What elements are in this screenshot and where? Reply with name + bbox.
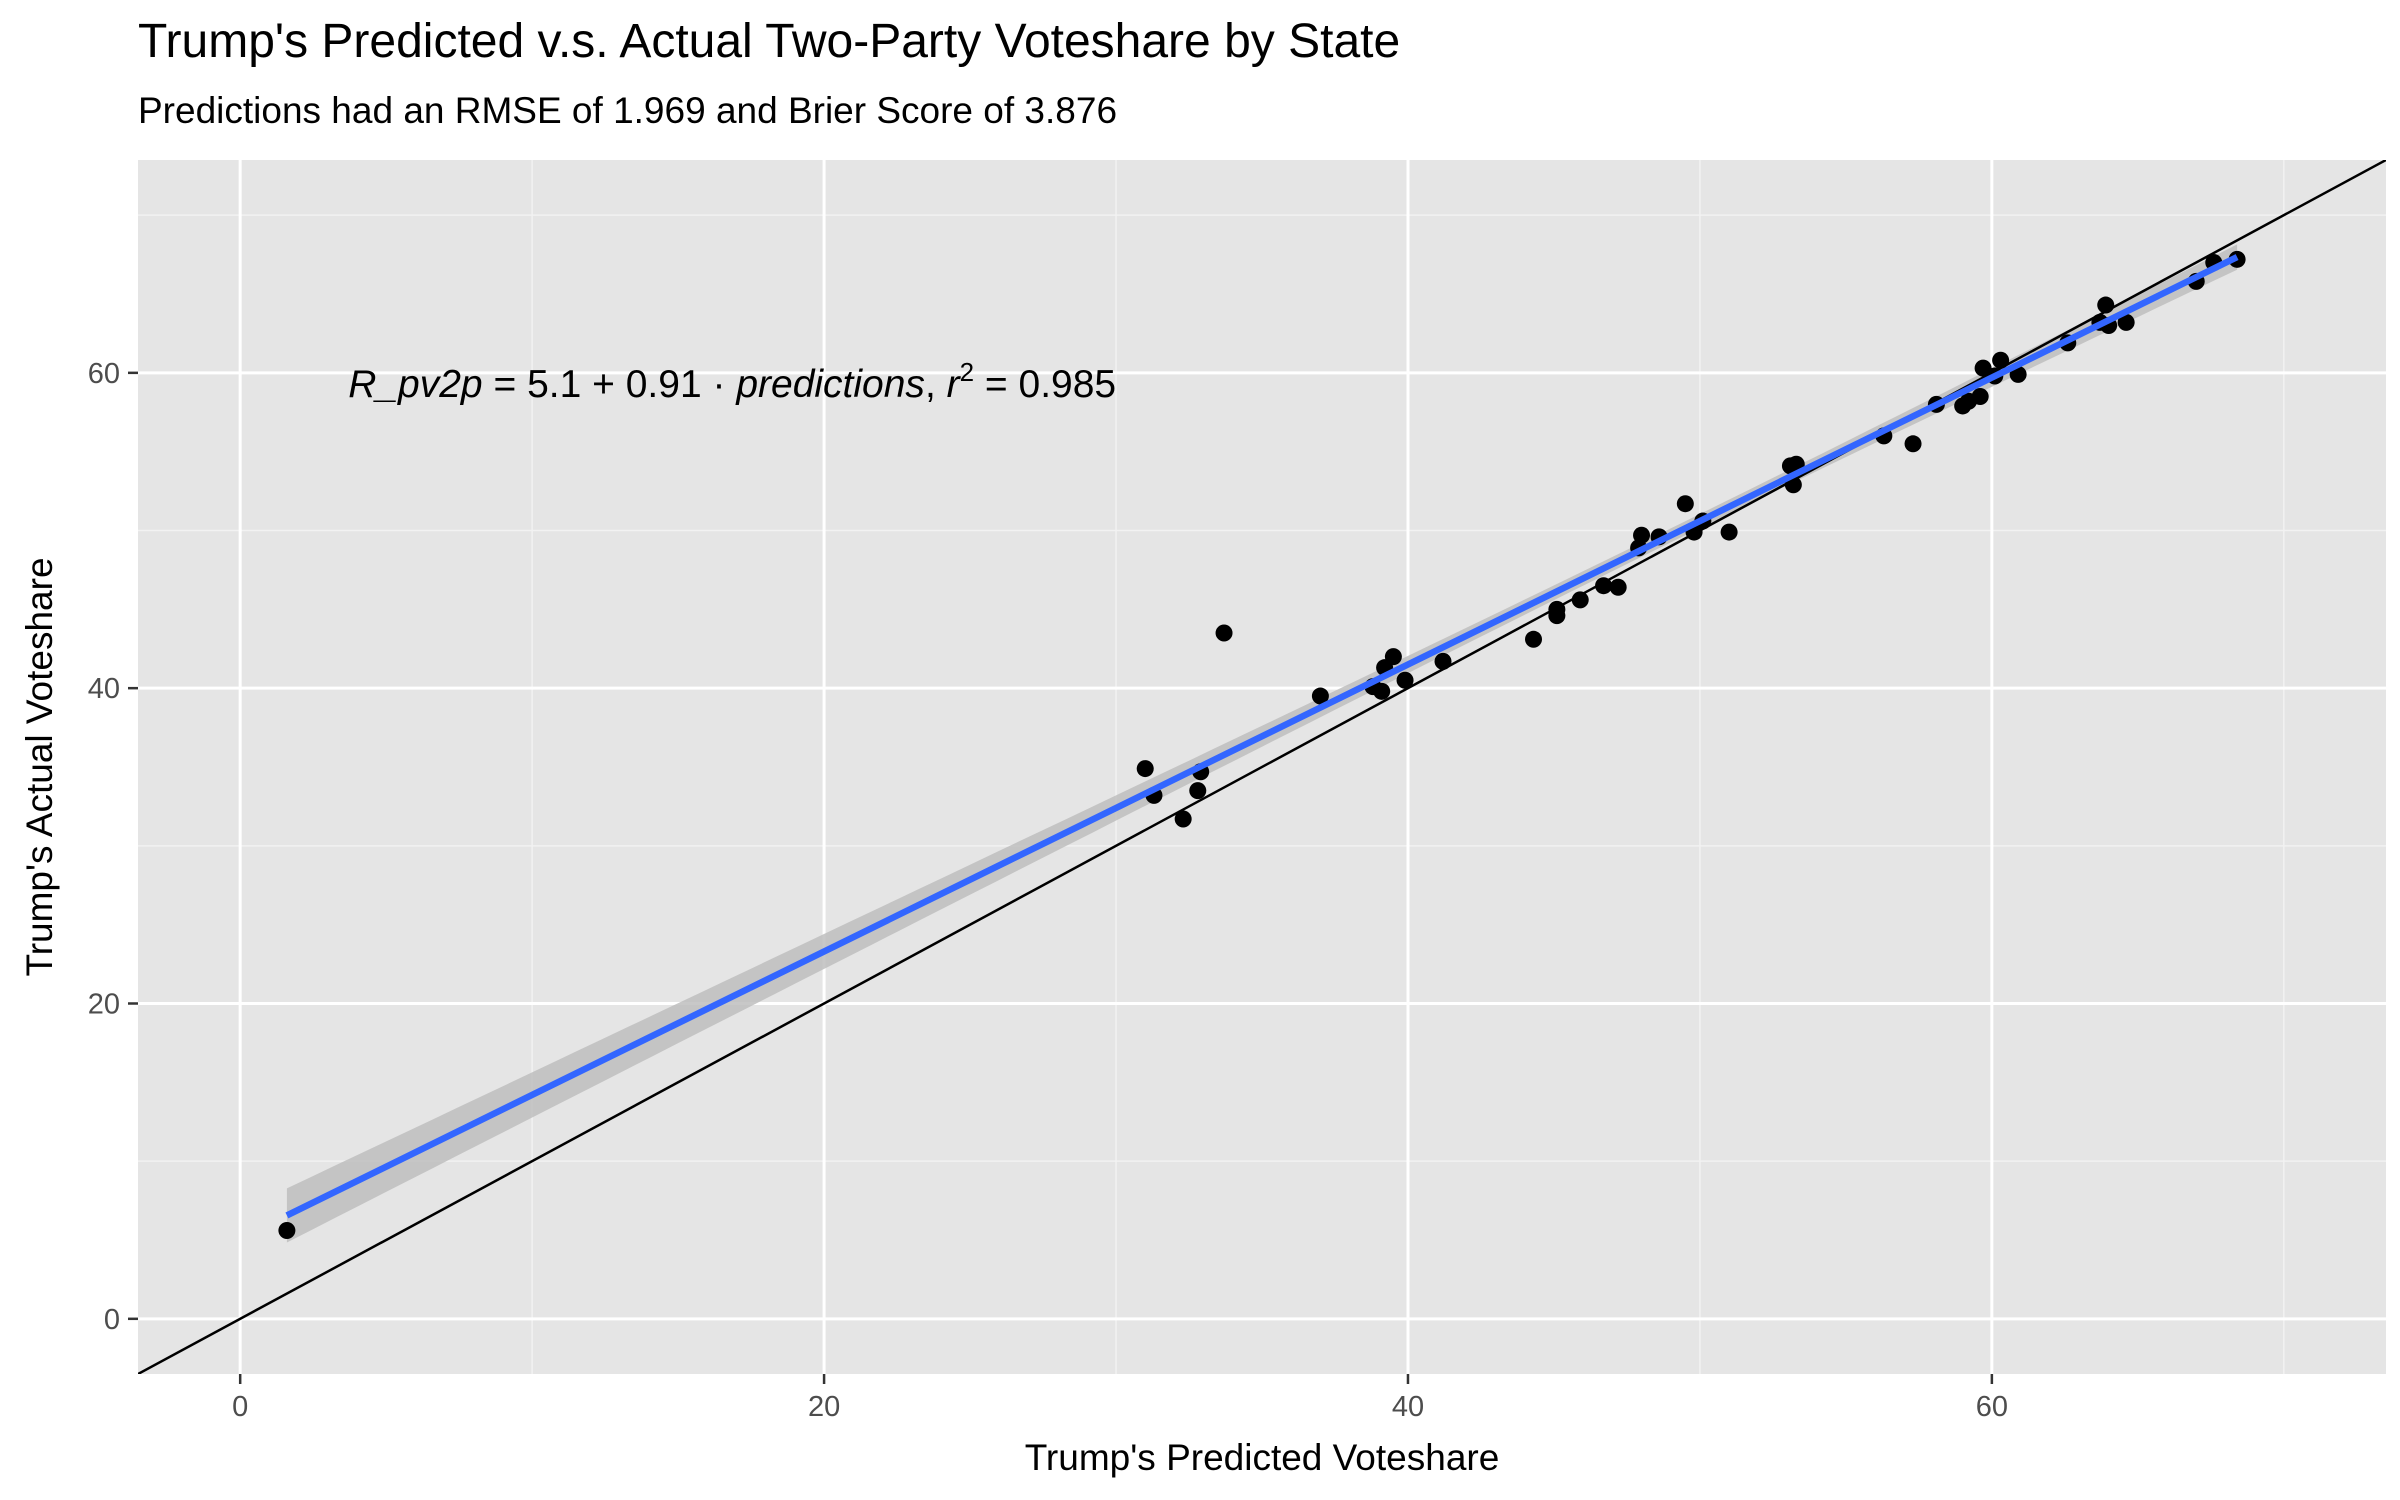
annotation-lhs: R_pv2p (348, 363, 482, 406)
x-axis-title: Trump's Predicted Voteshare (1025, 1437, 1500, 1478)
annotation-r: r (947, 363, 962, 406)
data-point (1311, 687, 1329, 705)
annotation-predictor: predictions (735, 363, 925, 406)
chart-subtitle: Predictions had an RMSE of 1.969 and Bri… (138, 90, 1118, 131)
data-point (1174, 810, 1192, 828)
data-point (1571, 591, 1589, 609)
data-point (1548, 600, 1566, 618)
y-tick-label: 60 (88, 358, 120, 390)
data-point (2097, 296, 2115, 314)
annotation-comma: , (925, 363, 947, 406)
x-axis-ticks: 0 20 40 60 (232, 1374, 2008, 1423)
data-point (1215, 624, 1233, 642)
data-point (1189, 782, 1207, 800)
data-point (1676, 495, 1694, 513)
annotation-superscript: 2 (960, 357, 974, 387)
data-point (1971, 387, 1989, 405)
data-point (1525, 630, 1543, 648)
data-point (1595, 577, 1613, 595)
minor-gridlines (138, 160, 2386, 1374)
regression-annotation: R_pv2p = 5.1 + 0.91 · predictions, r2 = … (348, 357, 1116, 406)
y-axis-ticks: 0 20 40 60 (88, 358, 138, 1336)
data-point (1720, 523, 1738, 541)
regression-line (285, 254, 2239, 1219)
data-point (1633, 526, 1651, 544)
data-point (1384, 648, 1402, 666)
reference-line (138, 160, 2386, 1374)
data-point (2117, 313, 2135, 331)
data-point (1434, 652, 1452, 670)
x-tick-label: 20 (808, 1391, 840, 1423)
y-tick-label: 40 (88, 673, 120, 705)
data-point (1609, 578, 1627, 596)
annotation-dot: · (702, 363, 737, 406)
data-point (1396, 671, 1414, 689)
data-point (1904, 435, 1922, 453)
data-point (1136, 760, 1154, 778)
data-point (1373, 682, 1391, 700)
data-points (278, 250, 2246, 1240)
y-axis-title: Trump's Actual Voteshare (19, 557, 60, 976)
x-tick-label: 0 (232, 1391, 248, 1423)
annotation-equals: = (483, 363, 527, 406)
y-tick-label: 0 (104, 1304, 120, 1336)
y-tick-label: 20 (88, 988, 120, 1020)
data-point (1992, 351, 2010, 369)
x-tick-label: 60 (1976, 1391, 2008, 1423)
x-tick-label: 40 (1392, 1391, 1424, 1423)
chart-title: Trump's Predicted v.s. Actual Two-Party … (138, 15, 1401, 68)
data-point (278, 1222, 296, 1240)
annotation-intercept: 5.1 + 0.91 (527, 363, 702, 406)
annotation-r2: = 0.985 (974, 363, 1116, 406)
